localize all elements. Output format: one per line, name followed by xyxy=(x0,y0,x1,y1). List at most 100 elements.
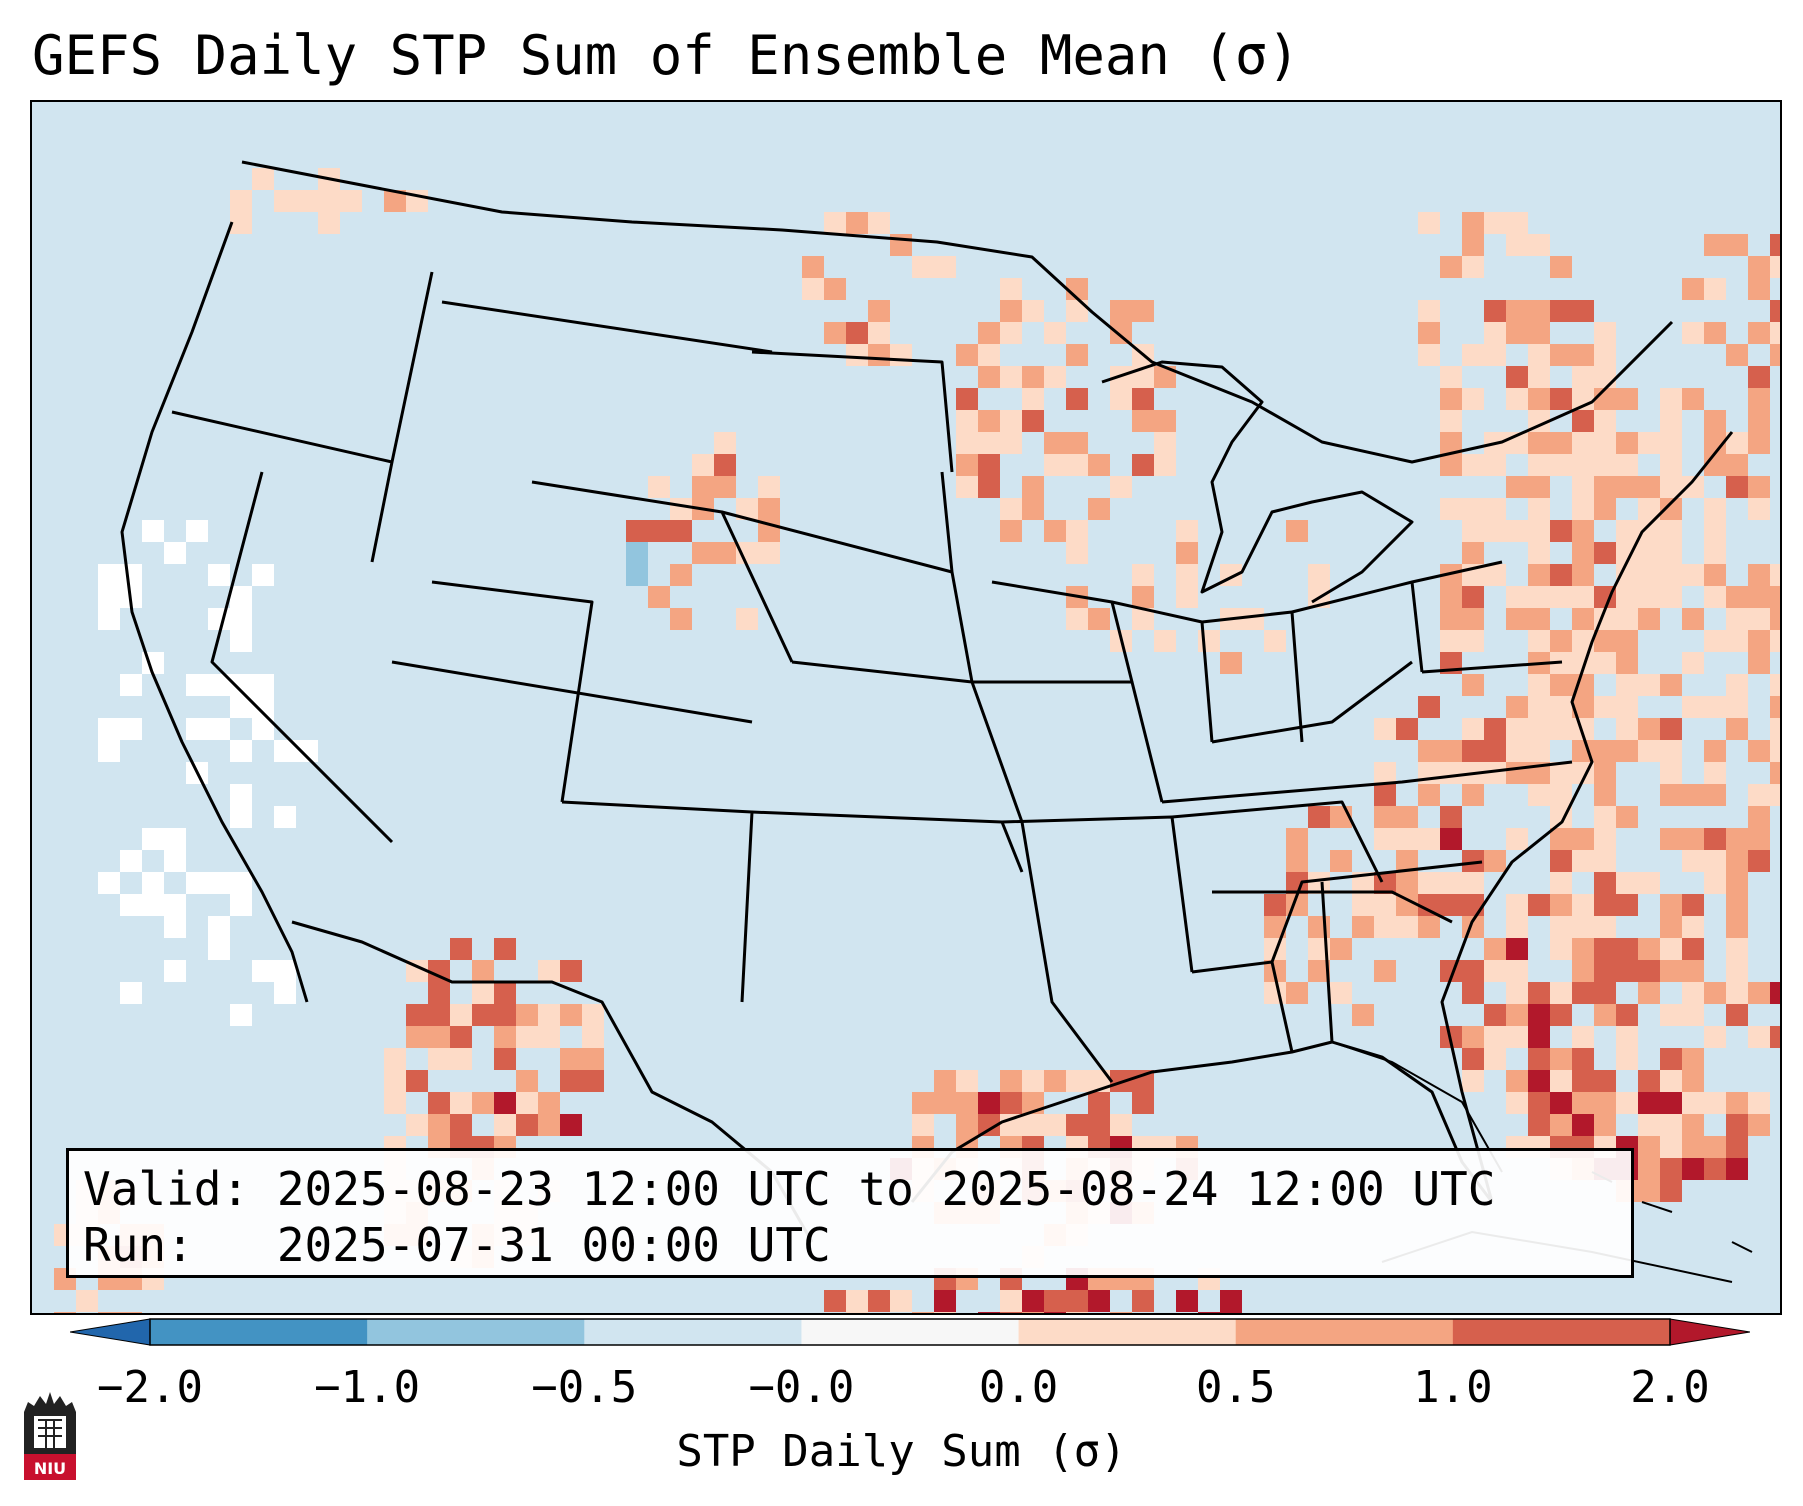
map-panel xyxy=(30,100,1782,1315)
anomaly-cell xyxy=(252,960,274,982)
anomaly-cell xyxy=(384,1070,406,1092)
anomaly-cell xyxy=(1418,784,1440,806)
anomaly-cell xyxy=(560,1070,582,1092)
anomaly-cell xyxy=(1506,1026,1528,1048)
anomaly-cell xyxy=(1484,1048,1506,1070)
anomaly-cell xyxy=(1616,1048,1638,1070)
anomaly-cell xyxy=(1484,1004,1506,1026)
anomaly-cell xyxy=(1682,278,1704,300)
anomaly-cell xyxy=(1440,740,1462,762)
anomaly-cell xyxy=(648,476,670,498)
anomaly-cell xyxy=(978,344,1000,366)
anomaly-cell xyxy=(1528,1026,1550,1048)
anomaly-cell xyxy=(1660,564,1682,586)
anomaly-cell xyxy=(1660,762,1682,784)
colorbar-bin xyxy=(1235,1319,1454,1345)
anomaly-cell xyxy=(428,960,450,982)
anomaly-cell xyxy=(1726,696,1748,718)
anomaly-cell xyxy=(1550,674,1572,696)
anomaly-cell xyxy=(230,784,252,806)
anomaly-cell xyxy=(1726,586,1748,608)
anomaly-cell xyxy=(1330,982,1352,1004)
anomaly-cell xyxy=(1176,520,1198,542)
anomaly-cell xyxy=(934,1070,956,1092)
anomaly-cell xyxy=(1044,432,1066,454)
anomaly-cell xyxy=(1660,1158,1682,1180)
anomaly-cell xyxy=(1528,1114,1550,1136)
anomaly-cell xyxy=(1660,410,1682,432)
run-time-text: Run: 2025-07-31 00:00 UTC xyxy=(83,1218,831,1272)
anomaly-cell xyxy=(1088,498,1110,520)
anomaly-cell xyxy=(1770,784,1780,806)
anomaly-cell xyxy=(1726,476,1748,498)
anomaly-cell xyxy=(1748,278,1770,300)
anomaly-cell xyxy=(1484,344,1506,366)
anomaly-cell xyxy=(1528,696,1550,718)
anomaly-cell xyxy=(1682,982,1704,1004)
anomaly-cell xyxy=(1462,542,1484,564)
anomaly-cell xyxy=(1528,366,1550,388)
anomaly-cell xyxy=(1110,388,1132,410)
anomaly-cell xyxy=(1308,872,1330,894)
anomaly-cell xyxy=(1660,1136,1682,1158)
anomaly-cell xyxy=(1594,410,1616,432)
anomaly-cell xyxy=(1660,1070,1682,1092)
anomaly-cell xyxy=(1572,520,1594,542)
anomaly-cell xyxy=(120,894,142,916)
anomaly-cell xyxy=(230,212,252,234)
chart-title: GEFS Daily STP Sum of Ensemble Mean (σ) xyxy=(32,24,1300,87)
anomaly-cell xyxy=(670,498,692,520)
anomaly-cell xyxy=(98,718,120,740)
anomaly-cell xyxy=(120,564,142,586)
colorbar-under-triangle xyxy=(70,1318,151,1346)
anomaly-cell xyxy=(1462,784,1484,806)
anomaly-cell xyxy=(494,938,516,960)
anomaly-cell xyxy=(1000,1092,1022,1114)
anomaly-cell xyxy=(1572,432,1594,454)
anomaly-cell xyxy=(1484,564,1506,586)
anomaly-cell xyxy=(1396,828,1418,850)
anomaly-cell xyxy=(406,1114,428,1136)
anomaly-cell xyxy=(824,278,846,300)
anomaly-cell xyxy=(1132,410,1154,432)
anomaly-cell xyxy=(1726,674,1748,696)
anomaly-cell xyxy=(648,586,670,608)
anomaly-cell xyxy=(560,1114,582,1136)
anomaly-cell xyxy=(1704,586,1726,608)
anomaly-cell xyxy=(1770,344,1780,366)
anomaly-cell xyxy=(1616,432,1638,454)
anomaly-cell xyxy=(1594,784,1616,806)
anomaly-cell xyxy=(252,696,274,718)
anomaly-cell xyxy=(1022,476,1044,498)
anomaly-cell xyxy=(956,344,978,366)
anomaly-cell xyxy=(1726,432,1748,454)
anomaly-cell xyxy=(912,256,934,278)
anomaly-cell xyxy=(1660,1180,1682,1202)
anomaly-cell xyxy=(98,1312,120,1313)
valid-time-text: Valid: 2025-08-23 12:00 UTC to 2025-08-2… xyxy=(83,1162,1496,1216)
anomaly-cell xyxy=(1462,520,1484,542)
anomaly-cell xyxy=(428,1026,450,1048)
anomaly-cell xyxy=(1748,828,1770,850)
anomaly-cell xyxy=(824,322,846,344)
anomaly-cell xyxy=(1220,1312,1242,1313)
anomaly-cell xyxy=(1044,520,1066,542)
anomaly-cell xyxy=(1374,960,1396,982)
anomaly-cell xyxy=(1000,1312,1022,1313)
anomaly-cell xyxy=(1550,1070,1572,1092)
anomaly-cell xyxy=(1682,894,1704,916)
anomaly-cell xyxy=(1374,894,1396,916)
svg-text:NIU: NIU xyxy=(34,1459,66,1478)
anomaly-cell xyxy=(582,1004,604,1026)
anomaly-cell xyxy=(1264,982,1286,1004)
anomaly-cell xyxy=(1660,1114,1682,1136)
anomaly-cell xyxy=(1616,894,1638,916)
colorbar-tick-label: −0.5 xyxy=(531,1362,638,1413)
anomaly-cell xyxy=(1000,278,1022,300)
anomaly-cell xyxy=(274,982,296,1004)
anomaly-cell xyxy=(1572,608,1594,630)
anomaly-cell xyxy=(1594,1114,1616,1136)
colorbar-tick-label: 2.0 xyxy=(1630,1362,1710,1413)
anomaly-cell xyxy=(1506,740,1528,762)
anomaly-cell xyxy=(1132,564,1154,586)
